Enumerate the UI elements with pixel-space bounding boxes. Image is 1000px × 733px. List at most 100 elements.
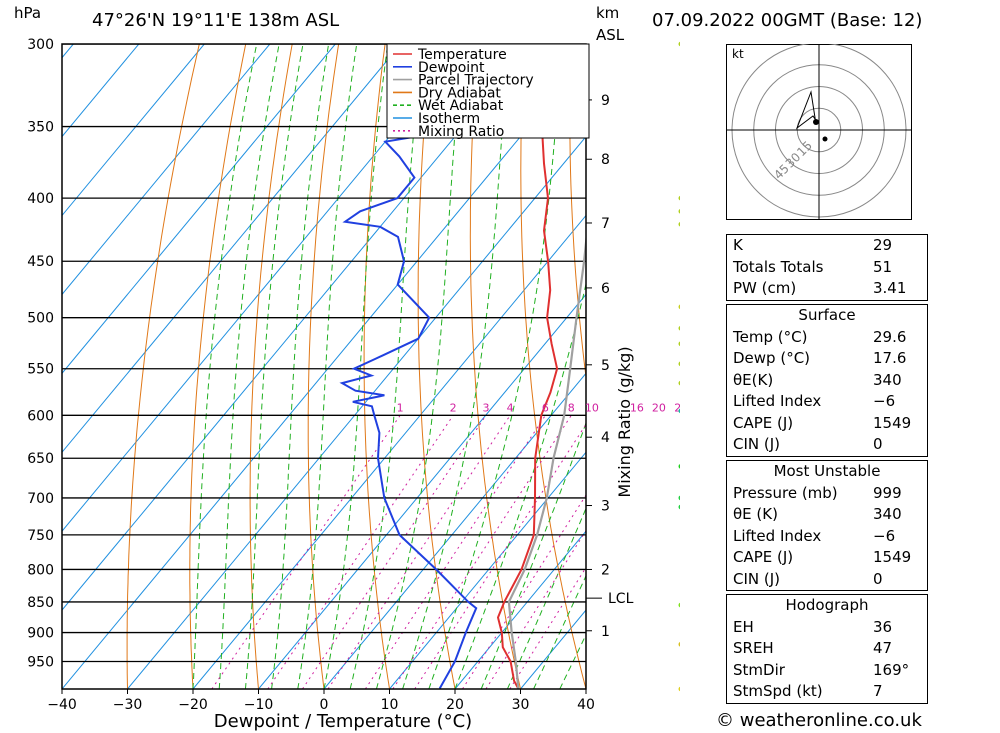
mu-cin-value: 0 xyxy=(873,569,883,588)
surface-cape-value: 1549 xyxy=(873,413,912,432)
height-unit-label: km xyxy=(596,4,620,22)
dry-adiabat-line xyxy=(664,44,680,689)
datetime-title: 07.09.2022 00GMT (Base: 12) xyxy=(652,10,923,31)
isotherm-line xyxy=(323,372,586,689)
stmspd-label: StmSpd (kt) xyxy=(733,682,823,700)
dry-adiabat-line xyxy=(569,44,586,381)
location-title: 47°26'N 19°11'E 138m ASL xyxy=(92,10,340,31)
wind-barb-dot xyxy=(678,325,680,331)
pressure-tick-label: 950 xyxy=(27,655,54,671)
wind-barb-dot xyxy=(678,686,680,692)
x-tick-label: 10 xyxy=(381,697,399,713)
isotherm-line xyxy=(389,451,586,689)
pressure-unit-label: hPa xyxy=(14,4,42,22)
k-index-value: 29 xyxy=(873,236,893,254)
mixing-ratio-label: 4 xyxy=(507,401,514,414)
mu-pressure-value: 999 xyxy=(873,483,902,502)
legend-label: Wet Adiabat xyxy=(418,98,504,114)
mu-li-label: Lifted Index xyxy=(733,526,822,545)
isotherm-line xyxy=(192,214,586,689)
isotherm-line xyxy=(652,44,681,689)
sreh-label: SREH xyxy=(733,639,774,657)
pressure-tick-label: 450 xyxy=(27,254,54,270)
wind-barb-dot xyxy=(678,361,680,367)
x-axis-label: Dewpoint / Temperature (°C) xyxy=(214,711,472,732)
temperature-line xyxy=(496,44,559,689)
mu-theta-row: θE (K) 340 xyxy=(727,504,927,526)
stmspd-row: StmSpd (kt) 7 xyxy=(727,681,927,703)
mixing-ratio-line xyxy=(302,415,487,689)
mu-cape-row: CAPE (J) 1549 xyxy=(727,547,927,569)
isotherm-line xyxy=(258,293,586,689)
wind-barb-dot xyxy=(678,195,680,201)
x-tick-label: −40 xyxy=(47,697,77,713)
legend-label: Dewpoint xyxy=(418,60,485,76)
stmdir-value: 169° xyxy=(873,660,910,679)
mu-li-row: Lifted Index −6 xyxy=(727,526,927,548)
mu-cape-value: 1549 xyxy=(873,548,912,566)
wind-barb-dot xyxy=(678,209,680,214)
eh-row: EH 36 xyxy=(727,617,927,639)
mixing-ratio-label: 10 xyxy=(585,401,599,414)
mixing-ratio-label: 6 xyxy=(542,401,549,414)
parcel-trajectory-line xyxy=(507,232,586,689)
x-tick-label: −10 xyxy=(244,697,274,713)
km-tick-label: 7 xyxy=(601,216,610,232)
hodograph-unit-label: kt xyxy=(732,47,744,61)
wet-adiabat-line xyxy=(375,44,464,689)
mixing-ratio-line xyxy=(414,423,586,689)
mixing-ratio-label: 20 xyxy=(652,401,666,414)
dry-adiabat-line xyxy=(126,44,200,689)
pressure-tick-label: 650 xyxy=(27,451,54,467)
mixing-ratio-line xyxy=(364,415,546,689)
wind-barb-dot xyxy=(678,304,680,310)
mixing-ratio-label: 2 xyxy=(450,401,457,414)
mu-pressure-label: Pressure (mb) xyxy=(733,483,838,502)
pressure-tick-label: 850 xyxy=(27,595,54,611)
mixing-ratio-label: 16 xyxy=(630,401,644,414)
totals-totals-row: Totals Totals 51 xyxy=(727,257,927,279)
surface-cape-label: CAPE (J) xyxy=(733,413,794,432)
hodograph-table: Hodograph EH 36 SREH 47 StmDir 169° StmS… xyxy=(726,594,928,704)
surface-dewp-label: Dewp (°C) xyxy=(733,349,811,367)
dry-adiabat-line xyxy=(249,44,293,689)
mu-cape-label: CAPE (J) xyxy=(733,548,794,566)
copyright-footer[interactable]: © weatheronline.co.uk xyxy=(716,710,922,731)
wet-adiabat-line xyxy=(506,507,586,689)
surface-temp-row: Temp (°C) 29.6 xyxy=(727,327,927,349)
wind-profile xyxy=(678,41,680,692)
surface-dewp-row: Dewp (°C) 17.6 xyxy=(727,348,927,370)
pressure-tick-label: 550 xyxy=(27,362,54,378)
pressure-tick-label: 400 xyxy=(27,191,54,207)
most-unstable-table: Most Unstable Pressure (mb) 999 θE (K) 3… xyxy=(726,460,928,591)
surface-theta-value: 340 xyxy=(873,370,902,389)
pressure-tick-label: 900 xyxy=(27,626,54,642)
mu-pressure-row: Pressure (mb) 999 xyxy=(727,483,927,505)
legend-label: Mixing Ratio xyxy=(418,124,504,140)
plot-frame xyxy=(61,43,587,690)
km-tick-label: 3 xyxy=(601,499,610,515)
mixing-ratio-line xyxy=(267,415,454,689)
mu-theta-value: 340 xyxy=(873,505,902,523)
km-tick-label: 1 xyxy=(601,624,610,640)
surface-temp-label: Temp (°C) xyxy=(733,327,808,346)
eh-value: 36 xyxy=(873,617,893,636)
km-tick-label: 6 xyxy=(601,281,610,297)
wet-adiabat-line xyxy=(297,44,358,689)
eh-label: EH xyxy=(733,617,754,636)
isotherm-line xyxy=(62,44,533,611)
wet-adiabat-line xyxy=(218,44,280,689)
surface-theta-label: θE(K) xyxy=(733,370,774,389)
wind-barb-dot xyxy=(678,495,680,501)
k-index-label: K xyxy=(733,236,743,254)
mu-theta-label: θE (K) xyxy=(733,505,778,523)
km-tick-label: 8 xyxy=(601,152,610,168)
pressure-tick-label: 700 xyxy=(27,491,54,507)
pw-value: 3.41 xyxy=(873,279,907,297)
surface-table: Surface Temp (°C) 29.6 Dewp (°C) 17.6 θE… xyxy=(726,304,928,457)
pressure-tick-label: 800 xyxy=(27,562,54,578)
sreh-row: SREH 47 xyxy=(727,638,927,660)
mixing-ratio-label: 1 xyxy=(397,401,404,414)
surface-cape-row: CAPE (J) 1549 xyxy=(727,413,927,435)
